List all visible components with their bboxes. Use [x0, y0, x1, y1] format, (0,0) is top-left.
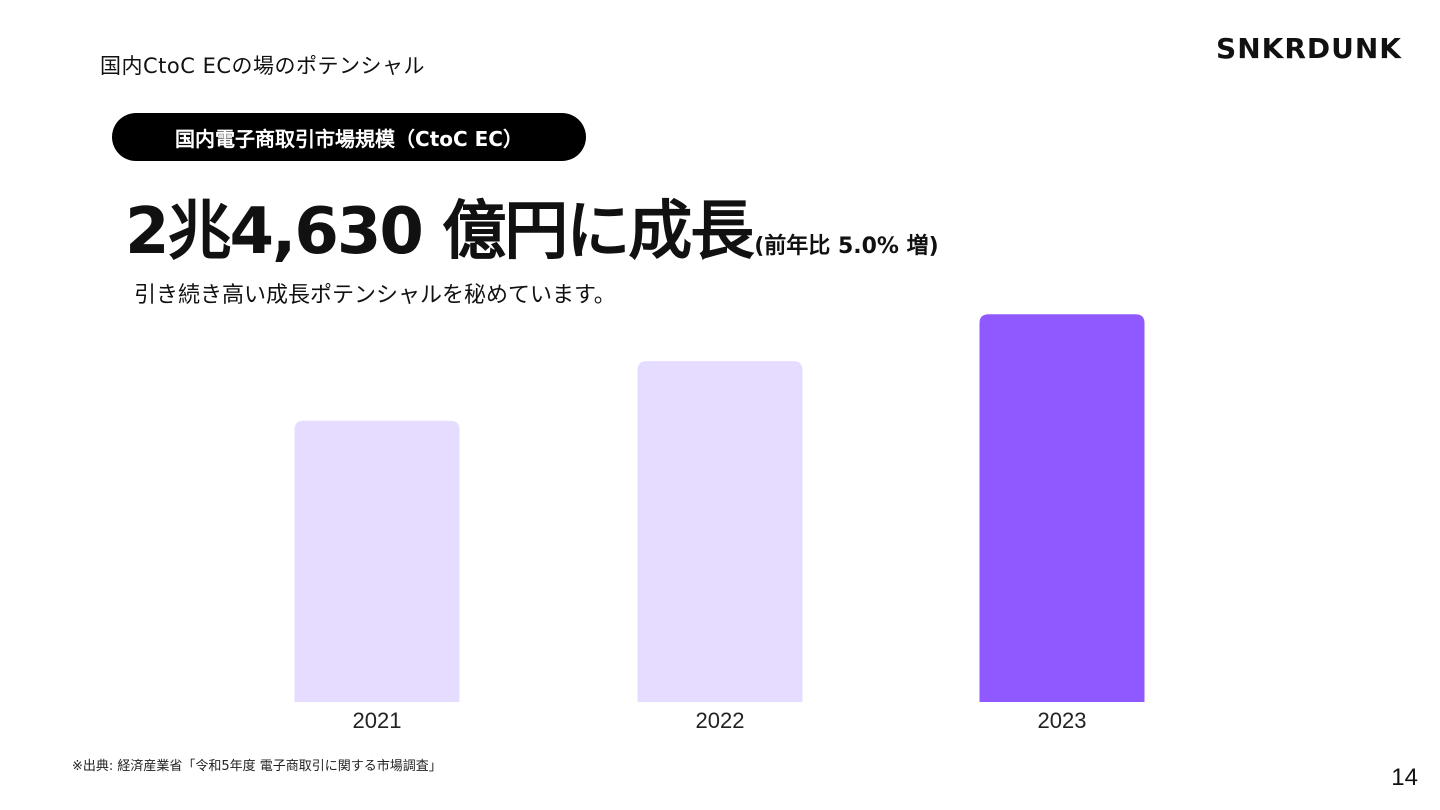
- x-tick-label-2021: 2021: [353, 708, 402, 733]
- headline-value: 2兆4,630 億円に成長: [125, 195, 754, 269]
- bar-2023: [979, 314, 1145, 702]
- subtitle: 引き続き高い成長ポテンシャルを秘めています。: [134, 283, 616, 308]
- chart-title-pill: 国内電子商取引市場規模（CtoC EC）: [112, 113, 586, 161]
- headline: 2兆4,630 億円に成長 (前年比 5.0% 増): [125, 180, 939, 272]
- snkrdunk-logo: SNKRDUNK: [1216, 32, 1402, 65]
- x-tick-label-2022: 2022: [696, 708, 745, 733]
- bar-2022: [637, 361, 803, 702]
- headline-growth: (前年比 5.0% 増): [754, 234, 939, 259]
- source-note: ※出典: 経済産業省「令和5年度 電子商取引に関する市場調査」: [72, 759, 442, 774]
- chart-title-label: 国内電子商取引市場規模（CtoC EC）: [175, 126, 523, 151]
- page-number: 14: [1391, 764, 1418, 791]
- x-tick-label-2023: 2023: [1038, 708, 1087, 733]
- bar-2021: [294, 420, 460, 702]
- section-title: 国内CtoC ECの場のポテンシャル: [100, 54, 426, 78]
